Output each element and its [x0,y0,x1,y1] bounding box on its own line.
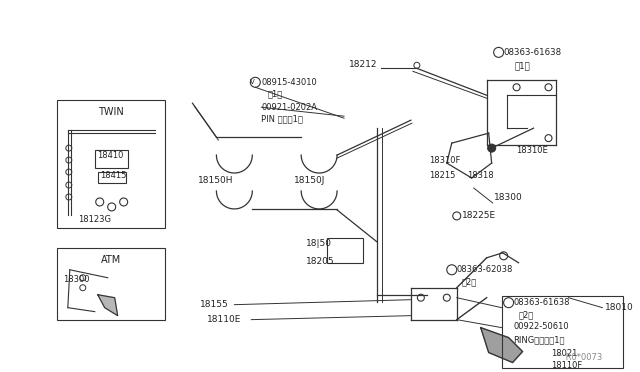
Text: 18318: 18318 [467,170,493,180]
Bar [57,248,164,320]
Bar [502,296,623,368]
Text: 08363-61638: 08363-61638 [504,48,562,57]
Text: 08363-61638: 08363-61638 [513,298,570,307]
Text: 08363-62038: 08363-62038 [457,265,513,274]
Text: V: V [250,79,255,85]
Text: 18205: 18205 [306,257,335,266]
Text: 18225E: 18225E [461,211,496,221]
Text: TWIN: TWIN [98,107,124,117]
Text: （1）: （1） [268,90,282,99]
Text: 18021: 18021 [552,349,578,358]
Bar [98,172,125,183]
Text: 18300: 18300 [63,275,90,284]
Bar [95,150,127,168]
Text: ^ R0*0073: ^ R0*0073 [557,353,603,362]
Text: PIN ピン（1）: PIN ピン（1） [261,115,303,124]
Bar [327,238,363,263]
Polygon shape [98,295,118,316]
Text: 18123G: 18123G [78,215,111,224]
Text: 18|50: 18|50 [306,239,332,248]
Polygon shape [481,328,523,363]
Text: （1）: （1） [515,61,531,70]
Text: 08915-43010: 08915-43010 [261,78,317,87]
Text: （2）: （2） [518,310,534,319]
Text: 18310E: 18310E [516,145,548,155]
Text: 18155: 18155 [200,300,228,309]
Bar [57,100,164,228]
Text: 18410: 18410 [97,151,123,160]
Text: ATM: ATM [100,255,121,265]
Text: 00921-0202A: 00921-0202A [261,103,317,112]
Text: RINGリング（1）: RINGリング（1） [513,335,565,344]
Text: 00922-50610: 00922-50610 [513,322,569,331]
Text: 18215: 18215 [429,170,455,180]
Text: 18415: 18415 [100,170,126,180]
Circle shape [488,144,495,152]
Text: 18110E: 18110E [207,315,242,324]
Text: （2）: （2） [461,277,477,286]
Text: 18150H: 18150H [198,176,233,185]
Text: 18300: 18300 [493,193,522,202]
Text: 18310F: 18310F [429,155,460,164]
Text: 18212: 18212 [349,60,378,69]
Text: 18110F: 18110F [552,361,583,370]
Text: 18150J: 18150J [294,176,326,185]
Text: 18010: 18010 [605,303,634,312]
